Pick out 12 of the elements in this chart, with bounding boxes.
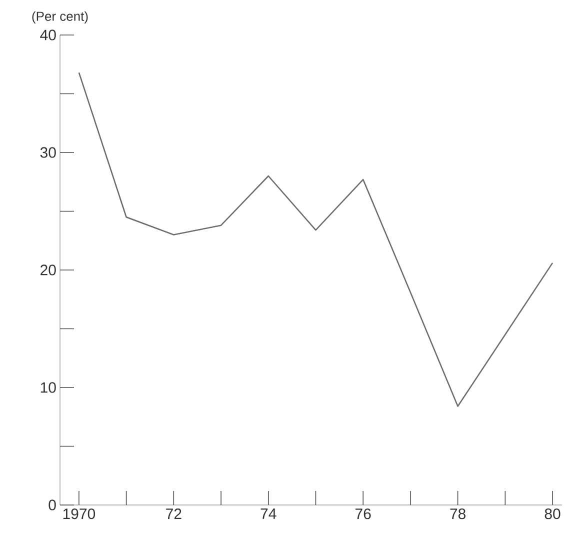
y-tick-label: 20 [40, 264, 56, 276]
y-axis-title: (Per cent) [32, 11, 88, 24]
x-tick-label: 78 [450, 508, 466, 520]
y-tick-label: 10 [40, 382, 56, 393]
x-tick-label: 1970 [63, 508, 96, 520]
x-tick-label: 74 [260, 508, 276, 519]
x-tick-label: 80 [544, 508, 560, 520]
x-tick-label: 72 [166, 508, 182, 519]
y-tick-label: 30 [40, 147, 56, 158]
y-tick-label: 0 [48, 500, 56, 510]
x-tick-label: 76 [356, 508, 371, 520]
y-tick-label: 40 [40, 30, 56, 40]
